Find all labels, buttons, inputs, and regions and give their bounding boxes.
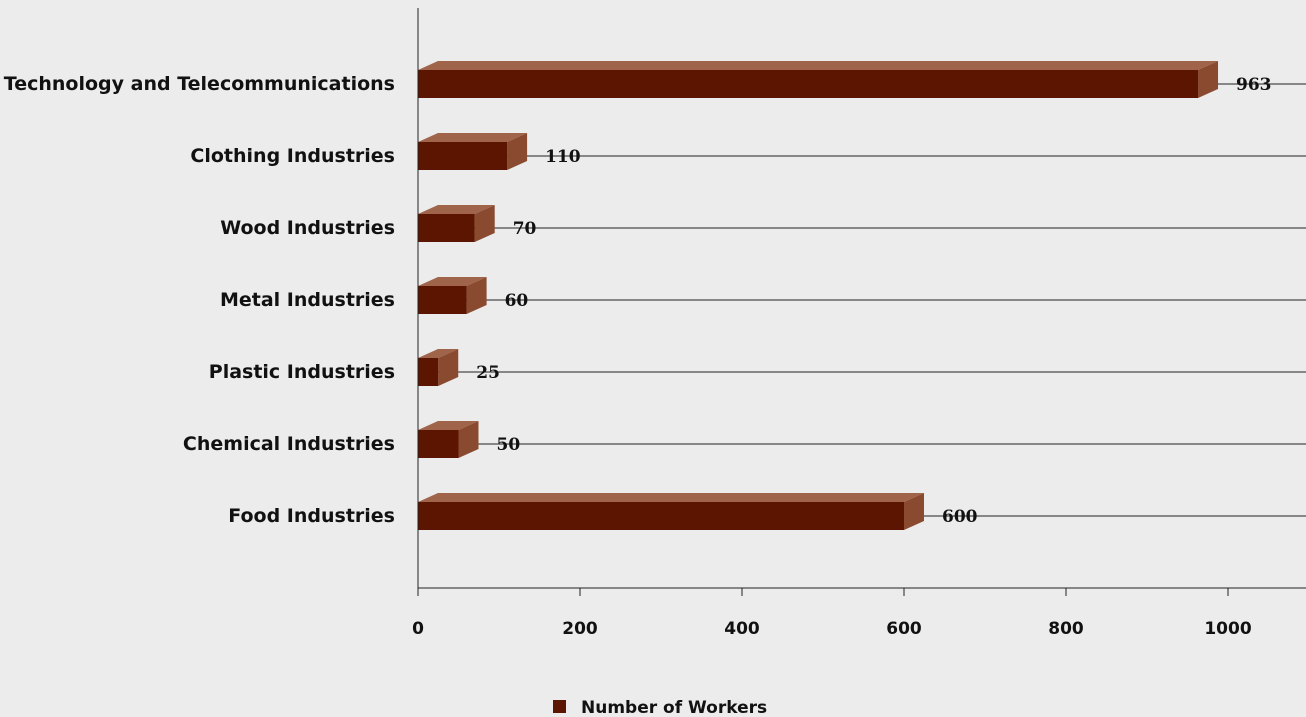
category-labels: Technology and Telecommunications Clothin… xyxy=(4,73,395,527)
x-tick-label: 200 xyxy=(562,619,598,639)
category-label: Clothing Industries xyxy=(190,145,395,167)
bar-top-face xyxy=(418,349,459,358)
value-label: 110 xyxy=(545,147,581,167)
value-label: 50 xyxy=(497,435,521,455)
bar xyxy=(418,358,439,386)
category-label: Technology and Telecommunications xyxy=(4,73,395,95)
bar-side-face xyxy=(904,493,924,530)
category-label: Chemical Industries xyxy=(183,433,395,455)
x-tick-label: 600 xyxy=(886,619,922,639)
bar xyxy=(418,430,459,458)
x-tick-label: 400 xyxy=(724,619,760,639)
legend-label: Number of Workers xyxy=(581,698,767,717)
bar-side-face xyxy=(507,133,528,170)
value-label: 600 xyxy=(942,507,978,527)
bar-top-face xyxy=(418,205,495,214)
bar xyxy=(418,286,467,314)
value-label: 60 xyxy=(505,291,529,311)
bar-side-face xyxy=(1198,61,1219,98)
axes xyxy=(417,8,1306,589)
category-label: Wood Industries xyxy=(220,217,395,239)
bar-side-face xyxy=(438,349,459,386)
bar xyxy=(418,214,475,242)
bar-top-face xyxy=(418,421,479,430)
category-label: Metal Industries xyxy=(220,289,395,311)
value-label: 70 xyxy=(513,219,537,239)
x-tick-label: 800 xyxy=(1048,619,1084,639)
value-label: 963 xyxy=(1236,75,1272,95)
x-tick-labels: 0 200 400 600 800 1000 xyxy=(412,588,1252,639)
bar-top-face xyxy=(418,493,924,502)
bar-top-face xyxy=(418,61,1219,70)
x-tick-label: 0 xyxy=(412,619,424,639)
bar xyxy=(418,502,904,530)
value-label: 25 xyxy=(476,363,500,383)
bar-top-face xyxy=(418,277,487,286)
legend-swatch xyxy=(553,700,566,713)
category-label: Plastic Industries xyxy=(209,361,395,383)
bars xyxy=(418,61,1219,530)
bar-top-face xyxy=(418,133,528,142)
category-label: Food Industries xyxy=(228,505,395,527)
bar-side-face xyxy=(474,205,495,242)
bar-side-face xyxy=(458,421,479,458)
x-tick-label: 1000 xyxy=(1204,619,1251,639)
legend: Number of Workers xyxy=(553,698,767,717)
bar xyxy=(418,142,508,170)
bar xyxy=(418,70,1199,98)
value-labels: 963 110 70 60 25 50 600 xyxy=(476,75,1271,527)
bar-side-face xyxy=(466,277,487,314)
